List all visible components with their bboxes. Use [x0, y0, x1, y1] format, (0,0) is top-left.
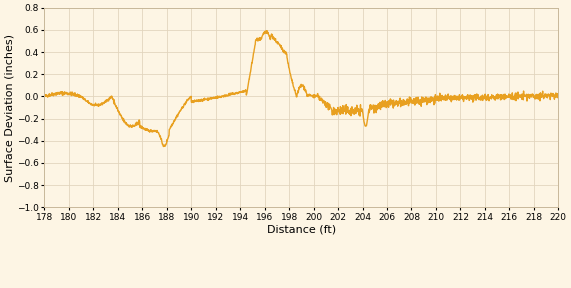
X-axis label: Distance (ft): Distance (ft) [267, 225, 336, 235]
Y-axis label: Surface Deviation (inches): Surface Deviation (inches) [4, 33, 14, 181]
